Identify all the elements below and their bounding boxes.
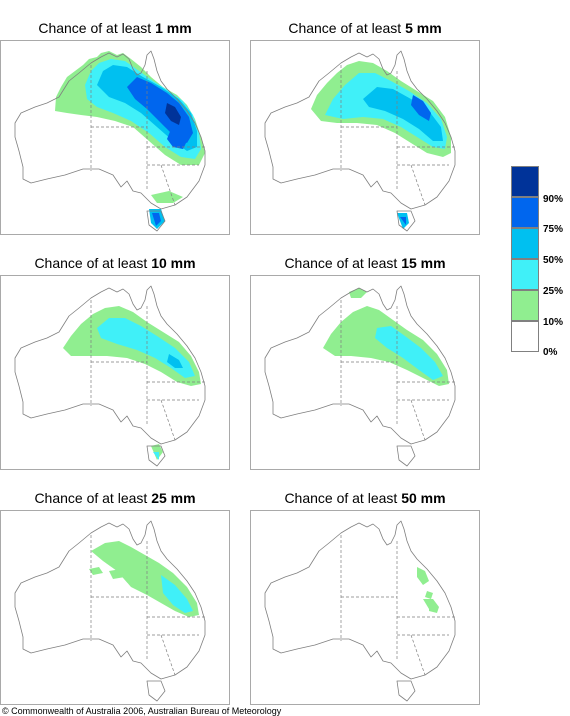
rain-1mm	[55, 51, 205, 229]
panel-title: Chance of at least 10 mm	[34, 255, 196, 271]
legend-label-75: 75%	[543, 224, 564, 235]
panel-title: Chance of at least 25 mm	[34, 490, 196, 506]
australia-outline	[14, 50, 206, 232]
rain-25mm	[89, 541, 199, 617]
australia-outline	[14, 520, 206, 702]
australia-outline	[264, 285, 456, 467]
panel-title: Chance of at least 1 mm	[38, 20, 192, 36]
legend-label-10: 10%	[543, 317, 564, 328]
australia-outline	[264, 50, 456, 232]
legend-swatch-50	[511, 228, 539, 259]
legend-label-25: 25%	[543, 286, 564, 297]
map-1mm	[0, 40, 230, 235]
legend-swatch-25	[511, 259, 539, 290]
panel-title: Chance of at least 50 mm	[284, 490, 446, 506]
legend-label-50: 50%	[543, 255, 564, 266]
legend-label-90: 90%	[543, 194, 564, 205]
rain-5mm	[311, 61, 451, 229]
state-borders	[90, 535, 205, 676]
state-borders	[340, 65, 455, 206]
rain-10mm	[63, 306, 201, 460]
map-5mm	[250, 40, 480, 235]
map-25mm	[0, 510, 230, 705]
panel-title: Chance of at least 15 mm	[284, 255, 446, 271]
rain-15mm	[323, 288, 449, 386]
state-borders	[90, 65, 205, 206]
legend-swatch-90	[511, 166, 539, 197]
state-borders	[340, 300, 455, 441]
map-50mm	[250, 510, 480, 705]
map-10mm	[0, 275, 230, 470]
legend-label-0: 0%	[543, 347, 558, 358]
legend-swatch-10	[511, 290, 539, 321]
rain-50mm	[417, 567, 439, 613]
map-15mm	[250, 275, 480, 470]
copyright-notice: © Commonwealth of Australia 2006, Austra…	[2, 706, 282, 716]
panel-title: Chance of at least 5 mm	[288, 20, 442, 36]
state-borders	[90, 300, 205, 441]
state-borders	[340, 535, 455, 676]
legend-swatch-0	[511, 321, 539, 352]
australia-outline	[14, 285, 206, 467]
australia-outline	[264, 520, 456, 702]
legend-swatch-75	[511, 197, 539, 228]
